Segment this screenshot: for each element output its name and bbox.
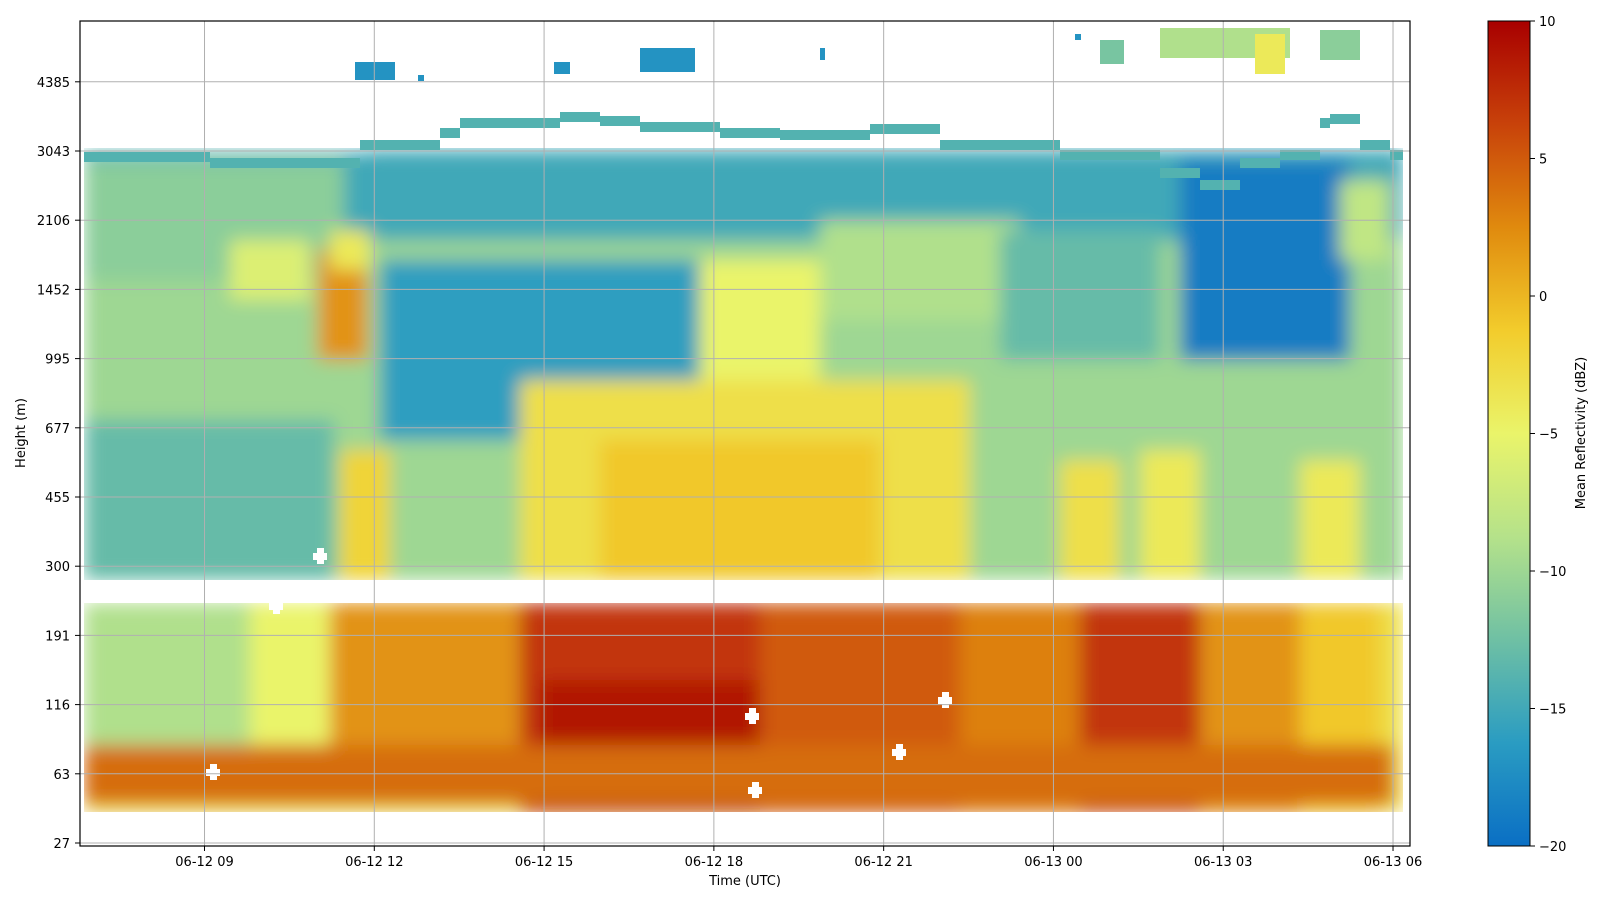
x-tick-label: 06-12 15 (515, 855, 573, 870)
y-tick-label: 1452 (37, 283, 70, 298)
missing-data-marker (273, 598, 280, 614)
x-tick-label: 06-13 06 (1364, 855, 1422, 870)
missing-data-marker (896, 744, 903, 760)
y-axis-ticks: 27 63 116 191 300 455 677 995 1452 2106 3043 4385 (37, 76, 80, 852)
colorbar-gradient (1487, 20, 1531, 847)
cloud-fragment (1255, 34, 1285, 74)
missing-data-marker (317, 548, 324, 564)
x-axis-ticks: 06-12 09 06-12 12 06-12 15 06-12 18 06-12 21… (175, 846, 1422, 870)
missing-data-marker (210, 764, 217, 780)
y-tick-label: 4385 (37, 76, 70, 91)
y-tick-label: 677 (45, 422, 70, 437)
cloud-fragment (1100, 40, 1124, 64)
x-tick-label: 06-13 03 (1194, 855, 1252, 870)
y-tick-label: 191 (45, 629, 70, 644)
x-tick-label: 06-12 21 (854, 855, 912, 870)
y-tick-label: 455 (45, 491, 70, 506)
x-tick-label: 06-12 12 (345, 855, 403, 870)
colorbar-tick-label: −5 (1539, 428, 1558, 443)
colorbar-tick-label: −15 (1539, 703, 1566, 718)
y-tick-label: 27 (53, 837, 70, 852)
cloud-fragment (355, 62, 395, 80)
cloud-fragment (820, 48, 825, 60)
colorbar-tick-label: 0 (1539, 290, 1547, 305)
colorbar-tick-label: 5 (1539, 153, 1547, 168)
missing-data-marker (749, 708, 756, 724)
y-tick-label: 3043 (37, 145, 70, 160)
colorbar-tick-label: 10 (1539, 15, 1556, 30)
colorbar-ticks: 10 5 0 −5 −10 −15 −20 (1530, 15, 1566, 855)
grid-lines (80, 21, 1410, 846)
y-tick-label: 63 (53, 768, 70, 783)
cloud-fragment (1075, 34, 1081, 40)
reflectivity-field (80, 21, 1410, 846)
x-tick-label: 06-12 09 (175, 855, 233, 870)
colorbar-label: Mean Reflectivity (dBZ) (1574, 357, 1589, 510)
missing-data-marker (942, 692, 949, 708)
y-tick-label: 116 (45, 699, 70, 714)
y-tick-label: 300 (45, 560, 70, 575)
x-tick-label: 06-12 18 (685, 855, 743, 870)
x-axis-label: Time (UTC) (708, 874, 781, 889)
plot-frame (79, 20, 1411, 847)
x-tick-label: 06-13 00 (1024, 855, 1082, 870)
y-tick-label: 995 (45, 353, 70, 368)
colorbar: 10 5 0 −5 −10 −15 −20 Mean Reflectivity (dBZ) (1487, 15, 1589, 855)
cloud-fragment (554, 62, 570, 74)
y-axis-label: Height (m) (14, 398, 29, 468)
cloud-fragment (418, 75, 424, 81)
colorbar-tick-label: −10 (1539, 565, 1566, 580)
cloud-fragment (1320, 30, 1360, 60)
cloud-fragment (640, 48, 695, 72)
missing-data-marker (752, 782, 759, 798)
y-tick-label: 2106 (37, 214, 70, 229)
colorbar-tick-label: −20 (1539, 840, 1566, 855)
